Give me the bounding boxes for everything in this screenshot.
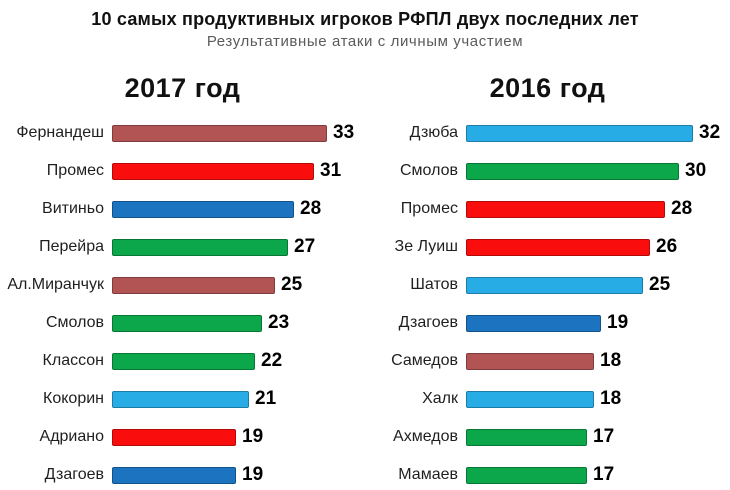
bar-row: Халк 18	[365, 380, 730, 418]
bar	[466, 390, 594, 408]
value-label: 26	[656, 236, 678, 257]
player-label: Ахмедов	[393, 428, 458, 445]
bar	[466, 428, 587, 446]
column-2017-rows: Фернандеш 33 Промес 31 Витиньо 28 Перейра 27 Ал.…	[0, 114, 365, 490]
value-label: 25	[281, 274, 303, 295]
bar	[112, 428, 236, 446]
player-label: Смолов	[45, 314, 104, 331]
player-label: Фернандеш	[16, 124, 104, 141]
value-label: 21	[255, 388, 277, 409]
bar-row: Кокорин 21	[0, 380, 365, 418]
value-label: 31	[320, 160, 342, 181]
bar	[466, 314, 601, 332]
bar	[466, 352, 594, 370]
player-label: Промес	[46, 162, 104, 179]
bar-row: Смолов 30	[365, 152, 730, 190]
bar	[466, 238, 650, 256]
value-label: 19	[242, 464, 264, 485]
bar	[112, 238, 288, 256]
bar	[112, 466, 236, 484]
chart-title: 10 самых продуктивных игроков РФПЛ двух …	[91, 9, 639, 29]
player-label: Кокорин	[43, 390, 104, 407]
bar	[112, 124, 327, 142]
chart-columns: 2017 год Фернандеш 33 Промес 31 Витиньо 28 Пер…	[0, 58, 730, 490]
bar	[112, 200, 294, 218]
bar	[466, 466, 587, 484]
value-label: 33	[333, 122, 355, 143]
value-label: 23	[268, 312, 290, 333]
bar-row: Ал.Миранчук 25	[0, 266, 365, 304]
player-label: Адриано	[39, 428, 104, 445]
player-label: Самедов	[391, 352, 458, 369]
player-label: Шатов	[410, 276, 458, 293]
bar-row: Смолов 23	[0, 304, 365, 342]
bar	[112, 390, 249, 408]
player-label: Ал.Миранчук	[7, 276, 104, 293]
value-label: 28	[300, 198, 322, 219]
bar-row: Промес 31	[0, 152, 365, 190]
bar-row: Ахмедов 17	[365, 418, 730, 456]
bar-row: Фернандеш 33	[0, 114, 365, 152]
bar	[466, 200, 665, 218]
value-label: 32	[699, 122, 721, 143]
player-label: Промес	[400, 200, 458, 217]
value-label: 17	[593, 426, 615, 447]
bar	[466, 276, 643, 294]
player-label: Дзагоев	[398, 314, 458, 331]
column-2016-header: 2016 год	[489, 73, 606, 103]
value-label: 18	[600, 350, 622, 371]
bar-row: Дзагоев 19	[0, 456, 365, 490]
column-2017: 2017 год Фернандеш 33 Промес 31 Витиньо 28 Пер…	[0, 58, 365, 490]
bar	[112, 276, 275, 294]
bar	[112, 314, 262, 332]
player-label: Халк	[422, 390, 458, 407]
player-label: Перейра	[39, 238, 104, 255]
value-label: 19	[242, 426, 264, 447]
player-label: Витиньо	[42, 200, 104, 217]
bar-row: Промес 28	[365, 190, 730, 228]
value-label: 19	[607, 312, 629, 333]
player-label: Мамаев	[398, 466, 458, 483]
value-label: 22	[261, 350, 283, 371]
player-label: Дзюба	[409, 124, 458, 141]
bar-row: Мамаев 17	[365, 456, 730, 490]
bar-row: Перейра 27	[0, 228, 365, 266]
player-label: Дзагоев	[44, 466, 104, 483]
bar-row: Зе Луиш 26	[365, 228, 730, 266]
bar-row: Шатов 25	[365, 266, 730, 304]
player-label: Зе Луиш	[394, 238, 458, 255]
player-label: Классон	[42, 352, 104, 369]
bar	[112, 352, 255, 370]
bar-row: Витиньо 28	[0, 190, 365, 228]
bar	[466, 124, 693, 142]
bar-row: Самедов 18	[365, 342, 730, 380]
bar	[112, 162, 314, 180]
value-label: 27	[294, 236, 316, 257]
value-label: 25	[649, 274, 671, 295]
value-label: 28	[671, 198, 693, 219]
bar-row: Дзюба 32	[365, 114, 730, 152]
column-2016-rows: Дзюба 32 Смолов 30 Промес 28 Зе Луиш 26 Шатов 25 Д…	[365, 114, 730, 490]
value-label: 17	[593, 464, 615, 485]
chart-subtitle: Результативные атаки с личным участием	[206, 33, 524, 50]
player-label: Смолов	[399, 162, 458, 179]
value-label: 30	[685, 160, 707, 181]
bar-row: Адриано 19	[0, 418, 365, 456]
column-2017-header: 2017 год	[124, 73, 241, 103]
value-label: 18	[600, 388, 622, 409]
bar	[466, 162, 679, 180]
column-2016: 2016 год Дзюба 32 Смолов 30 Промес 28 Зе Луиш 2…	[365, 58, 730, 490]
bar-row: Дзагоев 19	[365, 304, 730, 342]
bar-row: Классон 22	[0, 342, 365, 380]
